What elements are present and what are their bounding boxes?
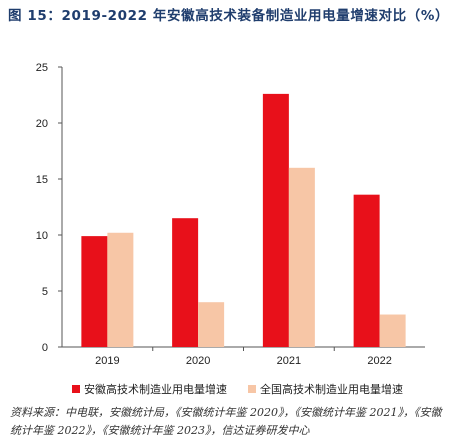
x-tick-label: 2020 — [186, 355, 210, 367]
legend-item-national: 全国高技术制造业用电量增速 — [248, 381, 403, 397]
x-tick-label: 2022 — [367, 355, 391, 367]
y-tick-label: 5 — [42, 286, 48, 298]
y-tick-label: 25 — [36, 62, 48, 74]
legend-label-national: 全国高技术制造业用电量增速 — [260, 383, 403, 396]
bar-national-2019 — [107, 232, 134, 347]
legend-swatch-anhui — [72, 385, 80, 393]
y-tick-label: 0 — [42, 342, 48, 354]
bar-layer — [81, 93, 406, 347]
y-tick-label: 15 — [36, 174, 48, 186]
bar-anhui-2022 — [353, 194, 380, 347]
legend-swatch-national — [248, 385, 256, 393]
figure-title: 图 15：2019-2022 年安徽高技术装备制造业用电量增速对比（%） — [8, 8, 450, 24]
y-tick-label: 20 — [36, 118, 48, 130]
bar-chart: 0 5 10 15 20 25 2019 2020 2021 2022 — [36, 62, 425, 367]
bar-anhui-2019 — [81, 236, 108, 347]
x-tick-label: 2021 — [277, 355, 301, 367]
legend-label-anhui: 安徽高技术制造业用电量增速 — [84, 383, 227, 396]
source-note: 资料来源：中电联，安徽统计局，《安徽统计年鉴 2020》，《安徽统计年鉴 202… — [10, 406, 442, 437]
chart-legend: 安徽高技术制造业用电量增速 全国高技术制造业用电量增速 — [0, 381, 457, 397]
legend-item-anhui: 安徽高技术制造业用电量增速 — [72, 381, 227, 397]
bar-national-2022 — [379, 314, 406, 347]
bar-national-2020 — [198, 302, 225, 347]
bar-national-2021 — [288, 167, 315, 347]
bar-anhui-2021 — [262, 93, 289, 347]
y-tick-label: 10 — [36, 230, 48, 242]
bar-anhui-2020 — [172, 218, 199, 347]
x-tick-label: 2019 — [95, 355, 119, 367]
